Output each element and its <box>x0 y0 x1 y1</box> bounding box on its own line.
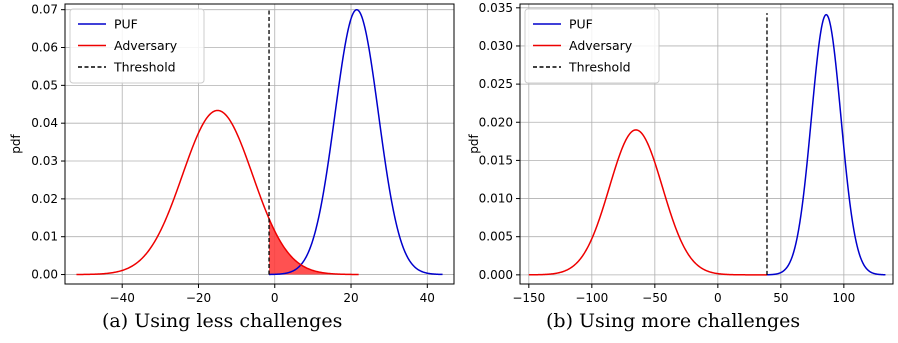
chart-b: −150 −100 −50 0 50 100 0.000 0.005 0.010 0.015 0.0… <box>467 1 894 310</box>
chart-a: −40 −20 0 20 40 0.00 0.01 0.02 0.03 0.04 0.05 0.06 0… <box>9 3 455 310</box>
legend-label-adversary: Adversary <box>114 38 178 53</box>
x-tick-label: 40 <box>420 291 435 305</box>
caption-b: (b) Using more challenges <box>546 310 801 332</box>
x-tick-label: 50 <box>773 291 788 305</box>
puf-series <box>269 8 443 276</box>
y-tick-label: 0.02 <box>31 192 58 206</box>
figure: −40 −20 0 20 40 0.00 0.01 0.02 0.03 0.04 0.05 0.06 0… <box>9 1 894 310</box>
y-tick-label: 0.035 <box>479 1 513 15</box>
x-tick-label: −100 <box>575 291 608 305</box>
caption-a: (a) Using less challenges <box>102 310 343 332</box>
x-tick-label: −50 <box>642 291 667 305</box>
y-axis-label: pdf <box>9 134 23 154</box>
legend-label-adversary: Adversary <box>569 38 633 53</box>
y-tick-label: 0.07 <box>31 3 58 17</box>
y-tick-label: 0.010 <box>479 192 513 206</box>
y-tick-label: 0.06 <box>31 41 58 55</box>
x-tick-label: 0 <box>271 291 279 305</box>
axes-frame <box>519 3 894 285</box>
puf-series <box>766 13 886 276</box>
x-tick-label: 100 <box>832 291 855 305</box>
y-tick-label: 0.01 <box>31 230 58 244</box>
legend-label-puf: PUF <box>114 17 138 32</box>
y-tick-label: 0.03 <box>31 154 58 168</box>
legend-label-threshold: Threshold <box>568 60 631 75</box>
y-axis-label: pdf <box>467 134 481 154</box>
x-tick-label: 20 <box>343 291 358 305</box>
shaded-region <box>269 218 359 275</box>
x-tick-label: −150 <box>512 291 545 305</box>
x-tick-label: −20 <box>186 291 211 305</box>
y-tick-label: 0.005 <box>479 230 513 244</box>
y-tick-label: 0.000 <box>479 268 513 282</box>
x-axis-label: α <box>697 306 705 310</box>
y-tick-label: 0.04 <box>31 116 58 130</box>
adversary-series <box>528 129 767 276</box>
y-tick-label: 0.05 <box>31 78 58 92</box>
y-tick-label: 0.00 <box>31 268 58 282</box>
legend-box <box>524 8 660 84</box>
plot-area <box>528 13 886 276</box>
y-tick-label: 0.030 <box>479 39 513 53</box>
legend-label-threshold: Threshold <box>113 60 176 75</box>
adversary-series <box>76 109 359 276</box>
y-tick-label: 0.025 <box>479 77 513 91</box>
x-axis-label: α <box>250 306 258 310</box>
legend-label-puf: PUF <box>569 17 593 32</box>
y-tick-label: 0.020 <box>479 115 513 129</box>
x-tick-label: 0 <box>714 291 722 305</box>
x-tick-label: −40 <box>110 291 135 305</box>
legend-box <box>69 8 205 84</box>
y-tick-label: 0.015 <box>479 153 513 167</box>
axes-frame <box>64 3 455 285</box>
plot-area <box>76 8 443 276</box>
